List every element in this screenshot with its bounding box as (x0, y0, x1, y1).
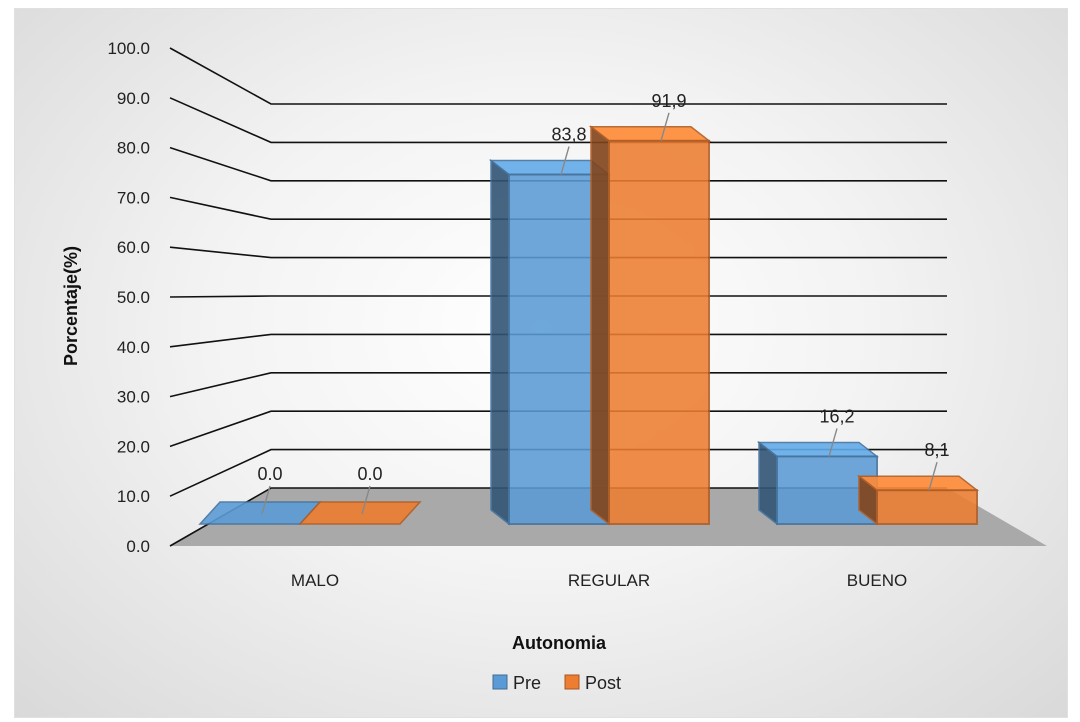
data-label: 16,2 (819, 406, 854, 426)
x-axis-title: Autonomia (512, 633, 607, 653)
gridline (169, 47, 947, 105)
bar-top-post (588, 126, 712, 142)
gridline (169, 97, 947, 144)
gridline (169, 146, 947, 182)
y-tick-label: 100.0 (107, 39, 150, 58)
x-tick-label: MALO (291, 571, 339, 590)
data-label: 91,9 (651, 91, 686, 111)
x-tick-label: REGULAR (568, 571, 650, 590)
bar-side-pre (490, 159, 510, 526)
y-tick-label: 40.0 (117, 338, 150, 357)
gridline (169, 487, 947, 547)
bar-side-pre (758, 440, 778, 526)
data-label-leader (660, 112, 670, 141)
legend-swatch-post (564, 674, 580, 690)
data-label-leader (560, 146, 570, 175)
gridline (169, 295, 947, 298)
bars-layer (198, 125, 980, 526)
y-tick-label: 0.0 (126, 537, 150, 556)
gridline (169, 196, 947, 220)
y-axis-title: Porcentaje(%) (61, 246, 81, 366)
data-label: 83,8 (551, 125, 586, 145)
bar-post (298, 501, 422, 525)
data-label-leader (361, 485, 371, 515)
gridline (169, 371, 947, 398)
y-tick-label: 50.0 (117, 288, 150, 307)
bar-post (608, 139, 710, 525)
gridline (169, 246, 947, 259)
legend-swatch-pre (492, 674, 508, 690)
legend: Pre Post (492, 673, 621, 693)
y-tick-label: 60.0 (117, 238, 150, 257)
y-tick-label: 30.0 (117, 388, 150, 407)
y-tick-label: 90.0 (117, 89, 150, 108)
gridline (169, 410, 947, 448)
bar-post (876, 489, 978, 525)
gridline (169, 448, 947, 497)
data-label: 0.0 (357, 464, 382, 484)
gridline (169, 333, 947, 348)
data-label-leader (261, 485, 271, 515)
bar-top-pre (756, 441, 880, 458)
bar-top-post (856, 475, 980, 491)
data-label: 0.0 (257, 464, 282, 484)
y-tick-label: 20.0 (117, 437, 150, 456)
bar-side-post (590, 125, 610, 526)
y-tick-label: 10.0 (117, 487, 150, 506)
data-label-leader (828, 428, 838, 457)
data-label-leader (928, 462, 938, 491)
labels-layer: 0.0 10.0 20.0 30.0 40.0 50.0 60.0 70.0 80.0 90.0 1… (107, 39, 949, 590)
chart-frame: 0.0 10.0 20.0 30.0 40.0 50.0 60.0 70.0 80.0 90.0 1… (14, 8, 1068, 718)
data-label: 8,1 (924, 440, 949, 460)
chart-svg: 0.0 10.0 20.0 30.0 40.0 50.0 60.0 70.0 80.0 90.0 1… (61, 39, 1047, 693)
y-tick-label: 70.0 (117, 188, 150, 207)
legend-label-pre: Pre (513, 673, 541, 693)
x-tick-label: BUENO (847, 571, 907, 590)
y-tick-label: 80.0 (117, 139, 150, 158)
legend-label-post: Post (585, 673, 621, 693)
